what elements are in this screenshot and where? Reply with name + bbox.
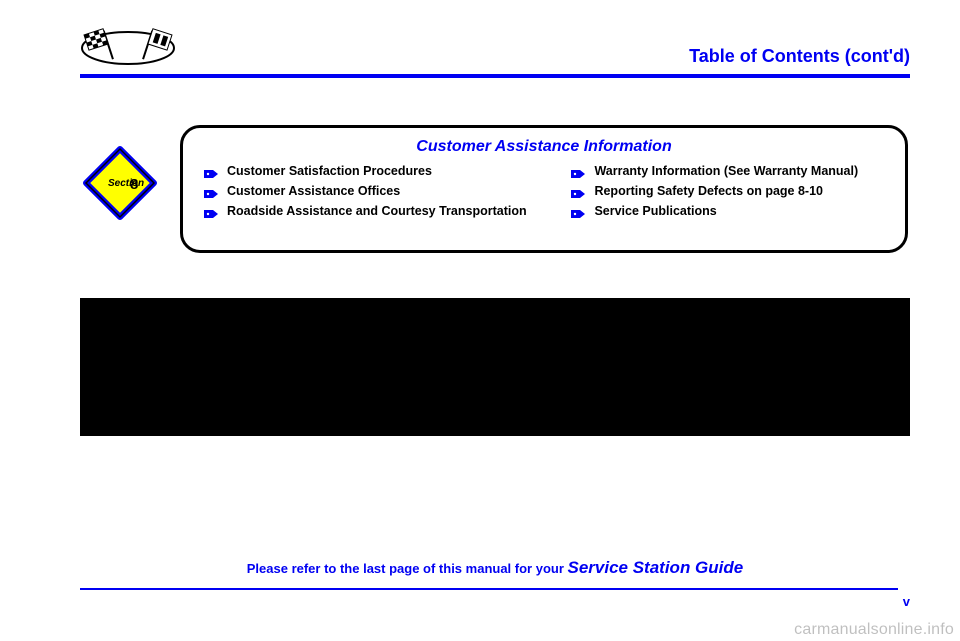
header-bar: Table of Contents (cont'd) <box>80 20 910 85</box>
list-item-label: Warranty Information (See Warranty Manua… <box>594 164 858 178</box>
watermark: carmanualsonline.info <box>794 621 954 639</box>
footer-lead: Please refer to the last page of this ma… <box>247 561 568 576</box>
list-item[interactable]: Customer Satisfaction Procedures <box>203 164 564 178</box>
section-8-title: Customer Assistance Information <box>203 138 885 156</box>
header-rule <box>80 74 910 78</box>
section-8-columns: Customer Satisfaction Procedures Custome… <box>203 164 885 218</box>
footer-rule <box>80 588 898 590</box>
bullet-icon <box>570 206 586 216</box>
list-item-label: Customer Satisfaction Procedures <box>227 164 432 178</box>
list-item[interactable]: Warranty Information (See Warranty Manua… <box>570 164 891 178</box>
section-8-block: Section 8 Customer Assistance Informatio… <box>80 125 910 260</box>
section-marker-icon: Section 8 <box>80 143 160 223</box>
list-item[interactable]: Customer Assistance Offices <box>203 184 564 198</box>
list-item-label: Reporting Safety Defects on page 8-10 <box>594 184 823 198</box>
list-item-label: Customer Assistance Offices <box>227 184 400 198</box>
svg-text:Section: Section <box>108 178 144 189</box>
bullet-icon <box>570 186 586 196</box>
bullet-icon <box>203 186 219 196</box>
brand-logo-icon <box>80 20 176 72</box>
list-item[interactable]: Service Publications <box>570 204 891 218</box>
list-item[interactable]: Reporting Safety Defects on page 8-10 <box>570 184 891 198</box>
section-8-right-col: Warranty Information (See Warranty Manua… <box>570 164 891 218</box>
list-item-label: Roadside Assistance and Courtesy Transpo… <box>227 204 527 218</box>
bullet-icon <box>203 206 219 216</box>
page-number: v <box>903 594 910 609</box>
footer-emph: Service Station Guide <box>568 558 744 577</box>
page-title: Table of Contents (cont'd) <box>689 46 910 67</box>
list-item[interactable]: Roadside Assistance and Courtesy Transpo… <box>203 204 564 218</box>
section-8-left-col: Customer Satisfaction Procedures Custome… <box>203 164 564 218</box>
footer-note: Please refer to the last page of this ma… <box>80 558 910 578</box>
bullet-icon <box>570 166 586 176</box>
list-item-label: Service Publications <box>594 204 716 218</box>
svg-text:8: 8 <box>130 176 138 193</box>
index-band <box>80 298 910 436</box>
section-8-panel: Customer Assistance Information Customer… <box>180 125 908 253</box>
bullet-icon <box>203 166 219 176</box>
